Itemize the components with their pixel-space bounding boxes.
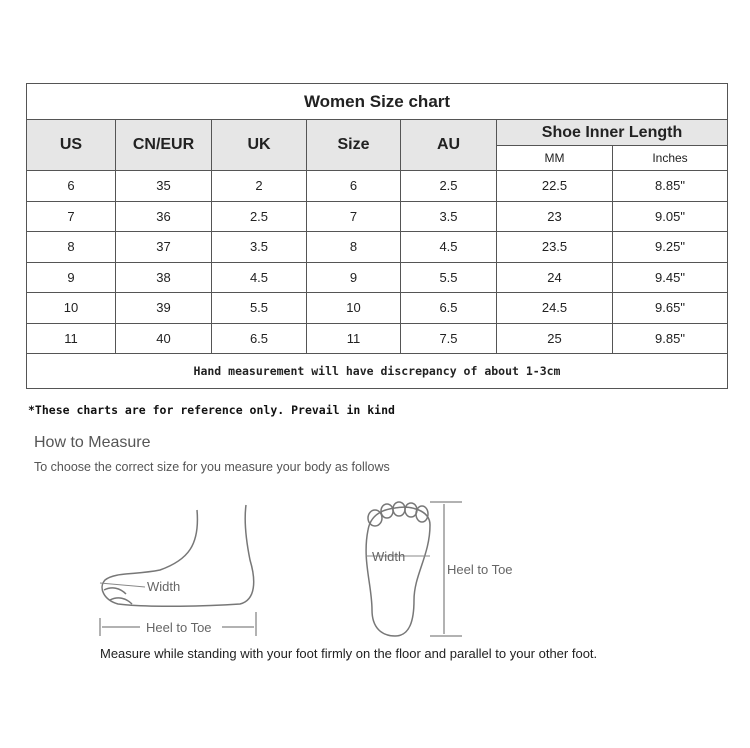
header-us: US bbox=[26, 119, 116, 171]
how-to-subtitle: To choose the correct size for you measu… bbox=[34, 460, 390, 474]
header-uk: UK bbox=[211, 119, 307, 171]
table-row: 10 39 5.5 10 6.5 24.5 9.65" bbox=[26, 292, 729, 324]
table-cell: 2.5 bbox=[400, 170, 497, 202]
table-cell: 10 bbox=[306, 292, 401, 324]
side-foot-illustration bbox=[101, 504, 255, 608]
table-cell: 9.05" bbox=[611, 200, 729, 232]
sole-foot-illustration bbox=[365, 501, 431, 637]
table-cell: 40 bbox=[115, 322, 212, 354]
size-table: Women Size chart US CN/EUR UK Size AU Sh… bbox=[25, 83, 729, 389]
table-cell: 7.5 bbox=[400, 322, 497, 354]
side-length-label: Heel to Toe bbox=[146, 620, 212, 635]
table-title: Women Size chart bbox=[25, 83, 729, 120]
how-to-title: How to Measure bbox=[34, 434, 151, 451]
table-cell: 3.5 bbox=[211, 231, 307, 263]
table-cell: 9 bbox=[306, 261, 401, 293]
table-cell: 11 bbox=[306, 322, 401, 354]
reference-note: *These charts are for reference only. Pr… bbox=[28, 403, 395, 417]
table-row: 11 40 6.5 11 7.5 25 9.85" bbox=[26, 322, 729, 354]
table-cell: 4.5 bbox=[211, 261, 307, 293]
table-cell: 2.5 bbox=[211, 200, 307, 232]
table-note: Hand measurement will have discrepancy o… bbox=[25, 353, 729, 389]
measure-caption: Measure while standing with your foot fi… bbox=[100, 646, 598, 661]
sole-length-label: Heel to Toe bbox=[447, 562, 513, 577]
table-cell: 22.5 bbox=[496, 170, 613, 202]
header-size: Size bbox=[306, 119, 401, 171]
header-au: AU bbox=[400, 119, 497, 171]
table-cell: 24.5 bbox=[496, 292, 613, 324]
table-cell: 7 bbox=[26, 200, 116, 232]
sole-width-label: Width bbox=[372, 549, 405, 564]
table-cell: 8 bbox=[26, 231, 116, 263]
table-row: 7 36 2.5 7 3.5 23 9.05" bbox=[26, 200, 729, 232]
table-cell: 9.45" bbox=[611, 261, 729, 293]
header-shoe-inner-length: Shoe Inner Length bbox=[495, 119, 729, 146]
table-cell: 23 bbox=[496, 200, 613, 232]
sole-length-arrow bbox=[430, 501, 462, 637]
table-cell: 7 bbox=[306, 200, 401, 232]
table-cell: 38 bbox=[115, 261, 212, 293]
table-cell: 6.5 bbox=[400, 292, 497, 324]
table-cell: 23.5 bbox=[496, 231, 613, 263]
header-mm: MM bbox=[496, 145, 613, 171]
table-row: 9 38 4.5 9 5.5 24 9.45" bbox=[26, 261, 729, 293]
table-cell: 6 bbox=[26, 170, 116, 202]
header-cn-eur: CN/EUR bbox=[115, 119, 212, 171]
side-width-line bbox=[99, 582, 146, 588]
header-inches: Inches bbox=[611, 145, 729, 171]
table-cell: 10 bbox=[26, 292, 116, 324]
side-length-arrow bbox=[99, 612, 257, 636]
table-cell: 2 bbox=[211, 170, 307, 202]
table-cell: 6 bbox=[306, 170, 401, 202]
side-width-label: Width bbox=[147, 579, 180, 594]
table-cell: 24 bbox=[496, 261, 613, 293]
